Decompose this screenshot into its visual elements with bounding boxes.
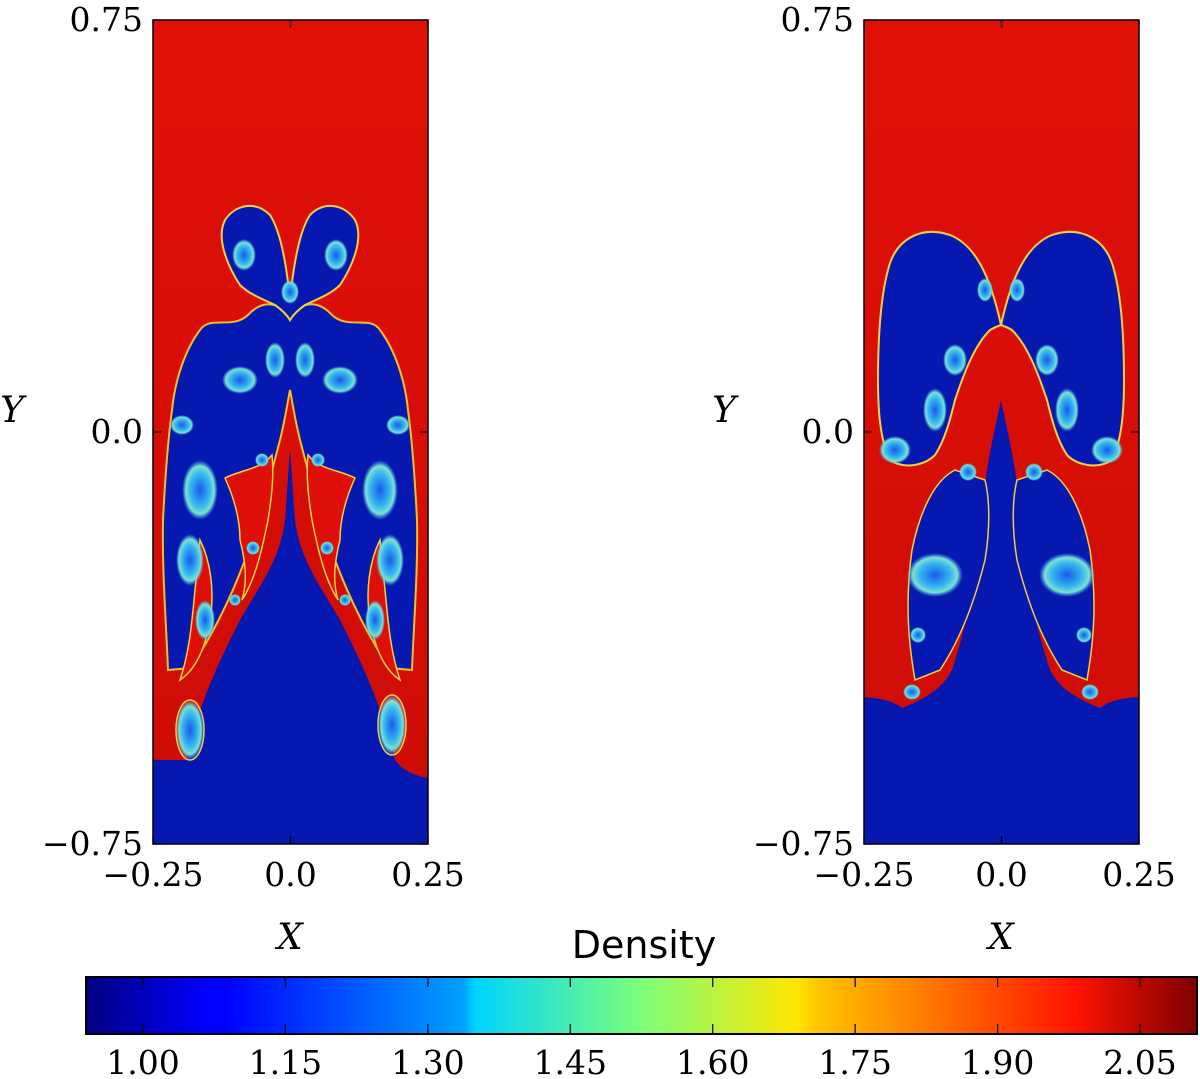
colorbar-label: Density: [572, 923, 716, 967]
mixing-blobs-right: [879, 278, 1123, 700]
y-tick-label: 0.0: [802, 412, 854, 451]
x-tick-label: 0.0: [264, 855, 316, 894]
y-tick-label: 0.0: [91, 412, 143, 451]
x-tick-label: 0.0: [975, 855, 1027, 894]
colorbar-tick-label: 1.90: [961, 1043, 1034, 1079]
colorbar-tick-label: 2.05: [1103, 1043, 1176, 1079]
colorbar-tick-label: 1.30: [391, 1043, 464, 1079]
y-axis-label: Y: [712, 390, 739, 431]
x-tick-label: −0.25: [102, 855, 203, 894]
y-tick-label: 0.75: [781, 0, 854, 39]
y-tick-label: −0.75: [753, 824, 854, 863]
x-axis-label: X: [274, 917, 304, 958]
red-finger-right: [367, 537, 402, 682]
colorbar-ticks: 1.00 1.15 1.30 1.45 1.60 1.75 1.90 2.05: [106, 977, 1177, 1079]
plume-cap-left: [220, 205, 360, 322]
red-spike-right: [306, 453, 356, 601]
colorbar-tick-label: 1.15: [249, 1043, 322, 1079]
colorbar-tick-label: 1.00: [106, 1043, 179, 1079]
plume-body-left: [161, 303, 419, 672]
colorbar-tick-label: 1.60: [676, 1043, 749, 1079]
y-tick-label: 0.75: [70, 0, 143, 39]
colorbar-tick-label: 1.45: [534, 1043, 607, 1079]
right-density-panel: [863, 19, 1140, 845]
colorbar-tick-label: 1.75: [818, 1043, 891, 1079]
light-fluid-bottom: [864, 400, 1139, 844]
mixing-blobs-left: [170, 239, 410, 761]
x-axis-label: X: [985, 917, 1015, 958]
x-tick-label: 0.25: [1102, 855, 1175, 894]
y-axis-label: Y: [0, 390, 27, 431]
x-tick-label: 0.25: [391, 855, 464, 894]
light-fluid-bottom: [153, 450, 428, 844]
red-finger-left: [178, 537, 213, 682]
left-density-panel: [152, 19, 429, 845]
left-axes: −0.25 0.0 0.25 −0.75 0.0 0.75 X Y: [0, 0, 465, 958]
y-tick-label: −0.75: [42, 824, 143, 863]
x-tick-label: −0.25: [813, 855, 914, 894]
right-axes: −0.25 0.0 0.25 −0.75 0.0 0.75 X Y: [712, 0, 1176, 958]
red-spike-left: [224, 453, 274, 601]
colorbar: Density 1.00 1.15 1.30 1.45 1.60 1.75 1.90 2.05: [85, 923, 1198, 1079]
colorbar-gradient: [85, 976, 1198, 1035]
